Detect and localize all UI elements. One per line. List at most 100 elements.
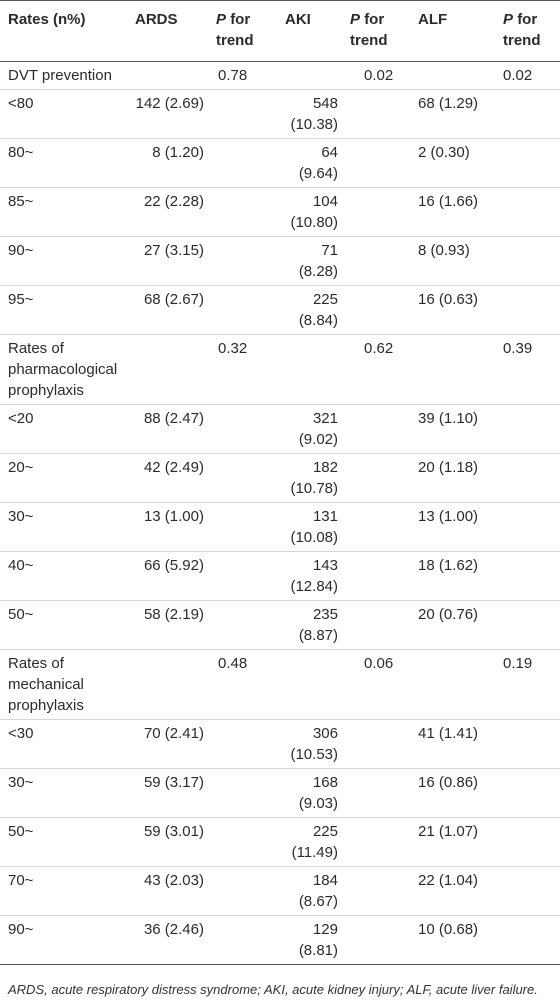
cell	[208, 916, 275, 965]
cell: 548 (10.38)	[290, 95, 338, 133]
cell: 225 (8.84)	[298, 291, 338, 329]
cell	[495, 503, 560, 552]
header-cell: P for trend	[342, 1, 410, 62]
cell	[125, 62, 208, 90]
cell: 0.62	[364, 340, 394, 357]
cell	[342, 769, 410, 818]
table-row: 40~ 66 (5.92) 143 (12.84) 18 (1.62)	[0, 552, 560, 601]
row-label: 30~	[8, 774, 34, 791]
row-label: DVT prevention	[8, 67, 112, 84]
row-label: 50~	[8, 823, 34, 840]
cell: 41 (1.41)	[418, 725, 479, 742]
row-label: <20	[8, 410, 34, 427]
cell	[495, 552, 560, 601]
cell: 16 (0.63)	[418, 291, 479, 308]
row-label: 90~	[8, 921, 34, 938]
cell: 20 (1.18)	[418, 459, 479, 476]
row-label: 95~	[8, 291, 34, 308]
cell	[208, 867, 275, 916]
row-label: 20~	[8, 459, 34, 476]
table-row: 95~ 68 (2.67) 225 (8.84) 16 (0.63)	[0, 286, 560, 335]
cell	[275, 62, 342, 90]
cell	[495, 405, 560, 454]
table-body: DVT prevention 0.78 0.02 0.02 <80 142 (2.69) 5…	[0, 62, 560, 965]
p-italic: P	[216, 11, 227, 28]
table-row: <80 142 (2.69) 548 (10.38) 68 (1.29)	[0, 90, 560, 139]
header-cell: P for trend	[495, 1, 560, 62]
cell	[342, 867, 410, 916]
cell: 129 (8.81)	[298, 921, 338, 959]
header-cell: Rates (n%)	[8, 11, 86, 28]
p-italic: P	[503, 11, 514, 28]
cell: 21 (1.07)	[418, 823, 479, 840]
cell	[495, 867, 560, 916]
cell	[208, 769, 275, 818]
cell	[342, 601, 410, 650]
row-label: 30~	[8, 508, 34, 525]
cell: 235 (8.87)	[298, 606, 338, 644]
cell: 27 (3.15)	[143, 242, 204, 259]
table-row: Rates of mechanical prophylaxis 0.48 0.06 0…	[0, 650, 560, 720]
cell	[208, 237, 275, 286]
row-label: Rates of mechanical prophylaxis	[8, 655, 84, 714]
cell	[342, 188, 410, 237]
cell	[495, 139, 560, 188]
cell	[342, 405, 410, 454]
cell	[342, 139, 410, 188]
table-row: 90~ 36 (2.46) 129 (8.81) 10 (0.68)	[0, 916, 560, 965]
cell	[342, 818, 410, 867]
cell: 8 (1.20)	[152, 144, 204, 161]
p-italic: P	[350, 11, 361, 28]
header-cell: ARDS	[135, 11, 178, 28]
cell	[342, 454, 410, 503]
data-table: Rates (n%) ARDS P for trend AKI P for trend A…	[0, 0, 560, 965]
cell	[208, 405, 275, 454]
p-rest: for trend	[216, 11, 254, 49]
p-rest: for trend	[503, 11, 541, 49]
cell: 0.02	[503, 67, 533, 84]
row-label: 85~	[8, 193, 34, 210]
cell	[495, 188, 560, 237]
cell: 36 (2.46)	[143, 921, 204, 938]
cell	[410, 650, 495, 720]
cell: 306 (10.53)	[290, 725, 338, 763]
cell: 22 (1.04)	[418, 872, 479, 889]
cell: 43 (2.03)	[143, 872, 204, 889]
table-row: 80~ 8 (1.20) 64 (9.64) 2 (0.30)	[0, 139, 560, 188]
cell: 68 (1.29)	[418, 95, 479, 112]
cell: 66 (5.92)	[143, 557, 204, 574]
cell: 0.06	[364, 655, 394, 672]
table-row: 90~ 27 (3.15) 71 (8.28) 8 (0.93)	[0, 237, 560, 286]
cell: 88 (2.47)	[143, 410, 204, 427]
table-row: 30~ 13 (1.00) 131 (10.08) 13 (1.00)	[0, 503, 560, 552]
cell: 225 (11.49)	[291, 823, 338, 861]
row-label: 70~	[8, 872, 34, 889]
cell: 68 (2.67)	[143, 291, 204, 308]
cell	[275, 335, 342, 405]
p-trend-label: P for trend	[216, 9, 266, 51]
cell: 59 (3.17)	[143, 774, 204, 791]
cell: 70 (2.41)	[143, 725, 204, 742]
cell	[495, 237, 560, 286]
table-row: DVT prevention 0.78 0.02 0.02	[0, 62, 560, 90]
cell: 59 (3.01)	[143, 823, 204, 840]
cell	[208, 286, 275, 335]
cell: 18 (1.62)	[418, 557, 479, 574]
cell: 0.32	[218, 340, 248, 357]
cell	[208, 818, 275, 867]
cell: 64 (9.64)	[298, 144, 338, 182]
cell: 0.39	[503, 340, 533, 357]
table-row: <30 70 (2.41) 306 (10.53) 41 (1.41)	[0, 720, 560, 769]
cell	[208, 503, 275, 552]
row-label: 90~	[8, 242, 34, 259]
table-header: Rates (n%) ARDS P for trend AKI P for trend A…	[0, 0, 560, 62]
cell	[495, 720, 560, 769]
cell: 168 (9.03)	[298, 774, 338, 812]
cell	[495, 454, 560, 503]
cell	[342, 90, 410, 139]
cell	[410, 62, 495, 90]
table-row: 70~ 43 (2.03) 184 (8.67) 22 (1.04)	[0, 867, 560, 916]
cell: 321 (9.02)	[298, 410, 338, 448]
cell: 39 (1.10)	[418, 410, 479, 427]
